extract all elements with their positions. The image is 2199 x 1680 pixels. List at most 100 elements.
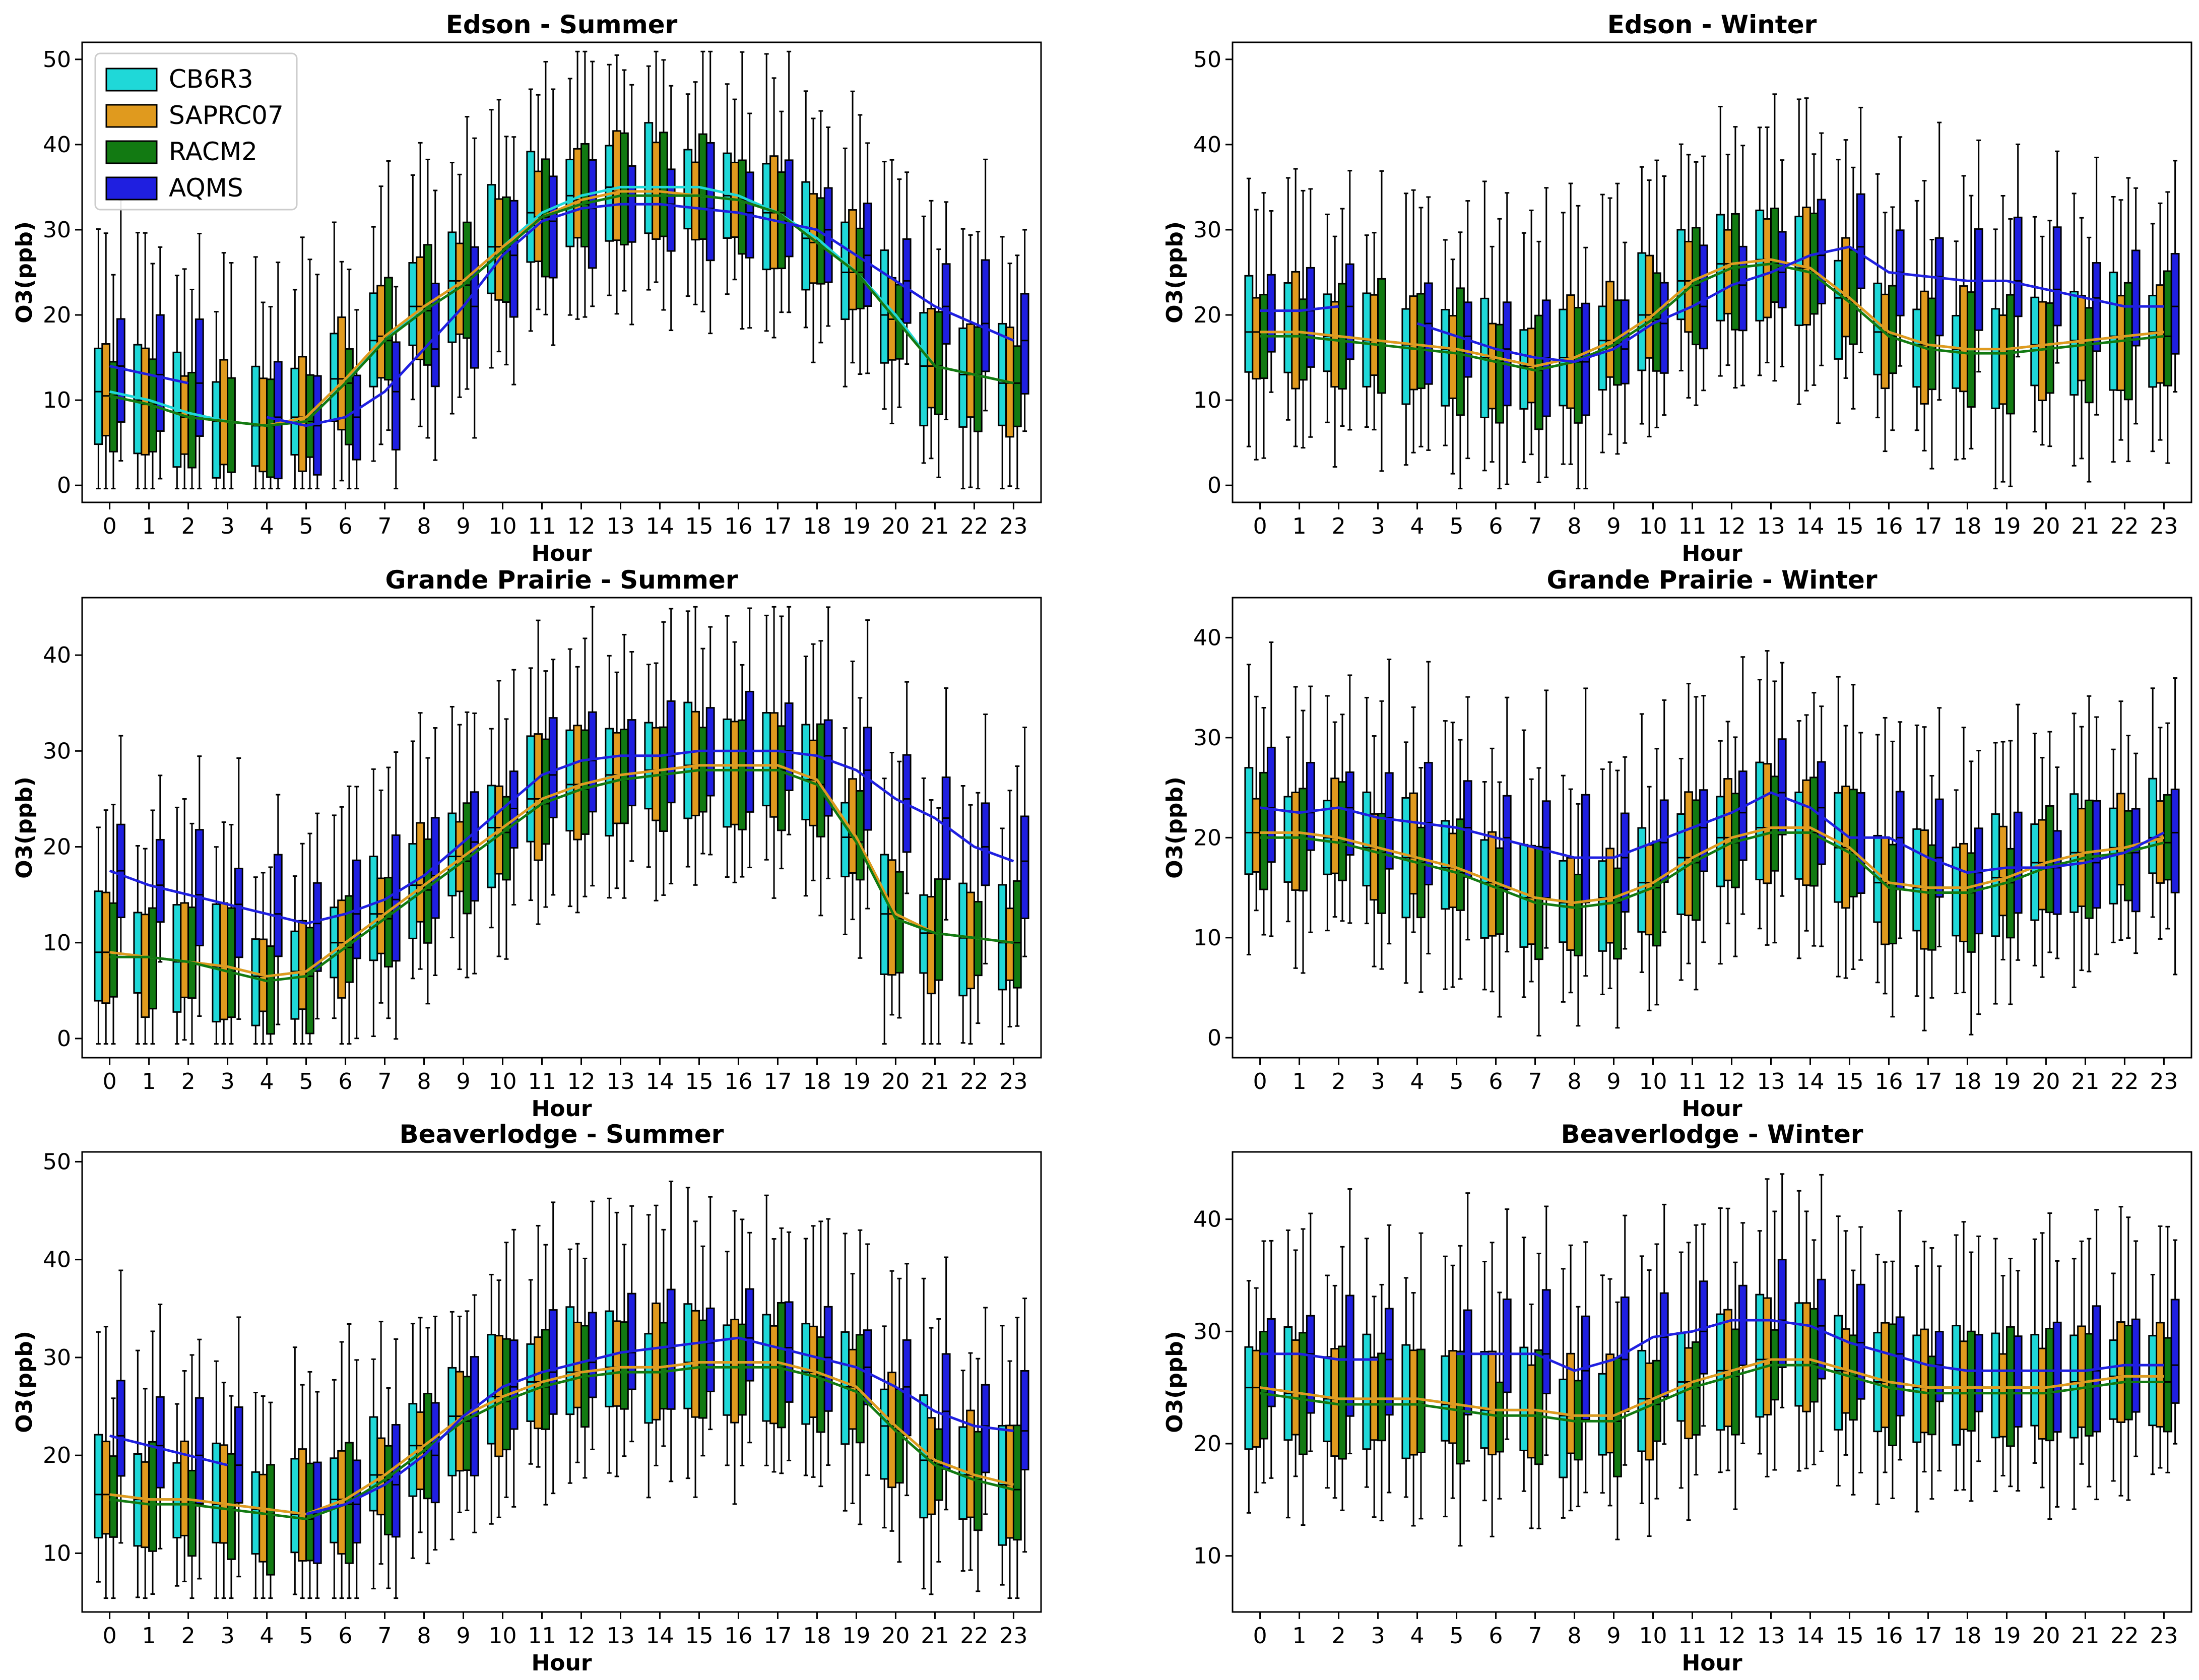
y-tick-label: 30	[43, 217, 71, 243]
box-saprc07	[2116, 1321, 2125, 1423]
box-cb6r3	[1676, 229, 1686, 320]
box-cb6r3	[762, 163, 771, 271]
box-cb6r3	[723, 718, 732, 828]
box-saprc07	[1291, 791, 1301, 891]
box-aqms	[1266, 1318, 1276, 1407]
x-tick-label: 7	[1528, 513, 1542, 539]
y-tick-label: 10	[1193, 1543, 1221, 1569]
legend: CB6R3 SAPRC07 RACM2 AQMS	[94, 52, 298, 211]
box-saprc07	[298, 356, 307, 472]
box-saprc07	[730, 721, 739, 825]
box-aqms	[1306, 1315, 1315, 1414]
x-tick-label: 23	[999, 1069, 1027, 1094]
box-cb6r3	[644, 1333, 654, 1424]
x-tick-label: 22	[960, 1623, 988, 1649]
trend-line-racm2	[1260, 831, 2165, 909]
box-aqms	[705, 142, 715, 262]
box-cb6r3	[2148, 1335, 2158, 1427]
x-axis-label: Hour	[531, 1650, 592, 1676]
box-aqms	[588, 1312, 597, 1398]
y-tick-label: 50	[43, 47, 71, 73]
y-axis-label: O3(ppb)	[1162, 1331, 1188, 1433]
box-racm2	[2123, 810, 2133, 901]
x-tick-label: 2	[181, 1623, 196, 1649]
x-tick-label: 9	[1607, 513, 1621, 539]
y-tick-label: 0	[57, 1026, 71, 1052]
box-cb6r3	[1637, 252, 1647, 371]
box-saprc07	[1409, 295, 1418, 391]
box-aqms	[1020, 293, 1029, 395]
x-tick-label: 0	[103, 1623, 117, 1649]
box-aqms	[509, 770, 519, 849]
y-tick-label: 0	[1207, 473, 1221, 498]
box-cb6r3	[1441, 309, 1450, 407]
x-tick-label: 7	[1528, 1069, 1542, 1094]
legend-box	[94, 52, 298, 211]
x-tick-label: 0	[1253, 1069, 1267, 1094]
x-tick-label: 4	[260, 513, 274, 539]
box-racm2	[1809, 212, 1819, 315]
box-aqms	[1502, 301, 1512, 407]
x-tick-label: 14	[645, 513, 674, 539]
box-aqms	[195, 318, 204, 437]
box-aqms	[548, 717, 558, 818]
box-saprc07	[1448, 1350, 1458, 1444]
box-cb6r3	[2109, 272, 2118, 391]
box-saprc07	[1959, 1340, 1968, 1431]
x-tick-label: 22	[2110, 1623, 2139, 1649]
x-tick-label: 0	[1253, 513, 1267, 539]
legend-swatch-cb6r3	[105, 68, 158, 92]
box-aqms	[1020, 1370, 1029, 1471]
y-axis-label: O3(ppb)	[1162, 221, 1188, 324]
box-aqms	[1659, 1292, 1669, 1398]
x-tick-label: 14	[645, 1623, 674, 1649]
x-tick-label: 6	[339, 513, 353, 539]
box-aqms	[430, 1402, 440, 1504]
box-cb6r3	[958, 327, 968, 428]
x-tick-label: 19	[1992, 513, 2021, 539]
panel-grande-prairie-winter: Grande Prairie - WinterHourO3(ppb)010203…	[1162, 565, 2192, 1122]
panel-grande-prairie-summer: Grande Prairie - SummerHourO3(ppb)010203…	[12, 565, 1042, 1122]
box-cb6r3	[2030, 296, 2040, 386]
box-saprc07	[1645, 1362, 1654, 1461]
box-cb6r3	[840, 221, 850, 320]
box-saprc07	[101, 1441, 111, 1535]
panel-beaverlodge-winter: Beaverlodge - Winter Hour O3(ppb) 10 20 30 40 0…	[1162, 1120, 2192, 1676]
x-tick-label: 7	[1528, 1623, 1542, 1649]
box-aqms	[2170, 1299, 2180, 1404]
x-tick-label: 22	[2110, 1069, 2139, 1094]
box-saprc07	[1920, 829, 1929, 950]
x-tick-label: 14	[1796, 1069, 1824, 1094]
box-saprc07	[180, 902, 189, 998]
box-saprc07	[2077, 1325, 2086, 1428]
box-aqms	[234, 1406, 243, 1504]
box-cb6r3	[1991, 308, 2000, 409]
box-aqms	[195, 1397, 204, 1505]
box-racm2	[109, 1455, 118, 1538]
box-aqms	[1856, 792, 1865, 894]
box-aqms	[1581, 794, 1590, 903]
x-tick-label: 12	[567, 1623, 595, 1649]
box-saprc07	[1487, 1350, 1497, 1456]
trend-line-cb6r3	[109, 185, 1014, 427]
box-aqms	[705, 1307, 715, 1392]
box-cb6r3	[958, 882, 968, 997]
x-tick-label: 5	[1450, 1069, 1464, 1094]
x-tick-label: 13	[1757, 1069, 1785, 1094]
box-racm2	[1259, 1331, 1268, 1440]
box-racm2	[1534, 1349, 1543, 1465]
box-saprc07	[652, 1302, 661, 1420]
box-cb6r3	[1991, 1332, 2000, 1439]
x-tick-label: 2	[1332, 513, 1346, 539]
trend-line-saprc07	[109, 190, 1014, 427]
box-cb6r3	[1559, 1378, 1568, 1478]
box-saprc07	[1330, 778, 1340, 874]
box-racm2	[1259, 771, 1268, 890]
box-racm2	[777, 725, 786, 831]
box-saprc07	[769, 1325, 779, 1425]
box-saprc07	[1605, 281, 1615, 378]
box-racm2	[1888, 1323, 1897, 1446]
x-tick-label: 3	[1371, 513, 1385, 539]
x-tick-label: 11	[528, 1623, 556, 1649]
box-saprc07	[691, 161, 700, 241]
